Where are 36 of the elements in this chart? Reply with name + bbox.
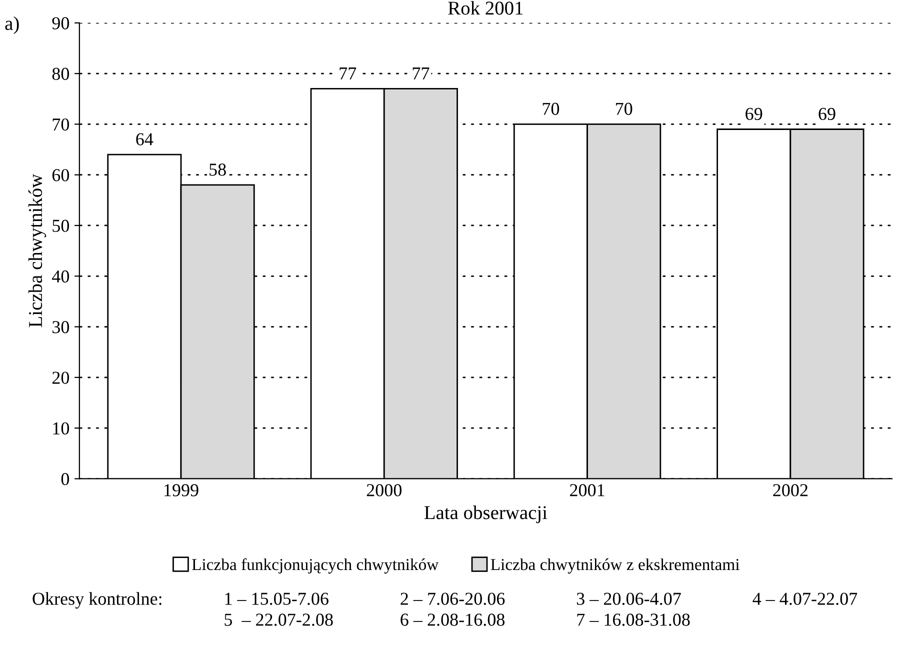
text: Okresy kontrolne: [32,592,162,609]
text: a) [5,16,19,34]
data-label: 70 [542,102,560,115]
data-label: 69 [818,108,836,120]
y-tick-label: 0 [61,472,70,486]
data-label: 69 [746,108,762,120]
y-tick-label: 40 [52,270,70,283]
data-label: 64 [136,133,154,146]
text: 3 – 20.06-4.07 [576,592,681,605]
text: 7 – 16.08-31.08 [577,614,690,626]
text: 4 – 4.07-22.07 [752,592,858,605]
y-tick-label: 90 [52,17,70,30]
chart-title: Rok 2001 [448,1,523,15]
x-tick-label: 1999 [164,484,198,496]
y-tick-label: 30 [52,321,70,334]
legend-label: Liczba funkcjonujących chwytników [192,558,439,574]
y-tick-label: 60 [52,169,70,182]
x-axis-title: Lata obserwacji [424,506,548,524]
text: 5 – 22.07-2.08 [224,614,333,626]
y-tick-label: 50 [52,220,70,232]
y-tick-label: 70 [52,118,70,131]
x-tick-label: 2002 [773,484,808,496]
data-label: 77 [412,68,430,80]
data-label: 77 [340,68,356,80]
y-tick-label: 20 [52,372,70,384]
text: 2 – 7.06-20.06 [400,592,505,605]
text: 1 – 15.05-7.06 [225,592,328,605]
y-tick-label: 80 [52,68,70,80]
x-tick-label: 2000 [366,484,402,496]
data-label: 70 [616,102,632,115]
text: 6 – 2.08-16.08 [400,614,505,626]
x-tick-label: 2001 [570,484,604,496]
y-tick-label: 10 [53,422,70,435]
y-axis-title: Liczba chwytników [28,174,46,328]
legend-label: Liczba chwytników z ekskrementami [490,558,740,574]
data-label: 58 [210,164,226,176]
